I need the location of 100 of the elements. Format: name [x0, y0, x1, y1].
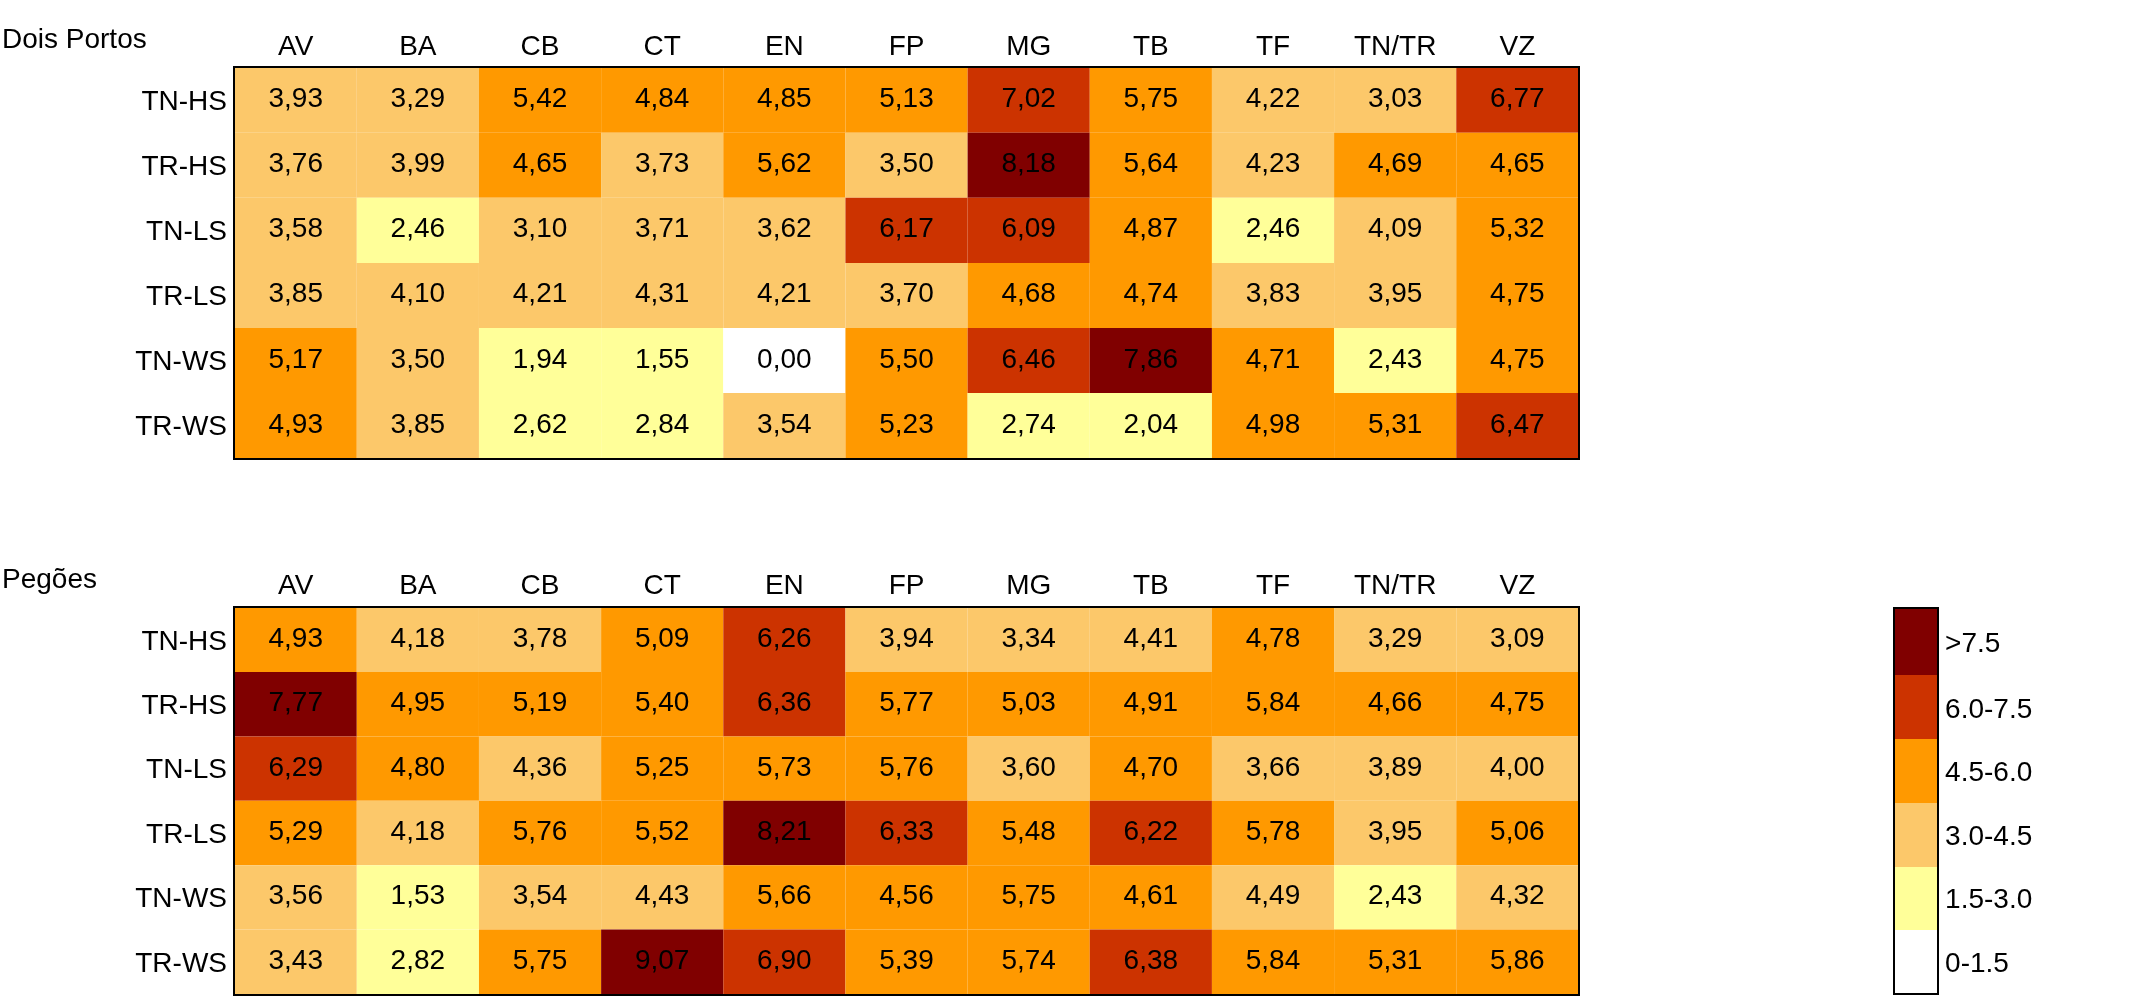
data-label: 6,29 — [268, 750, 323, 782]
chart-title: Dois Portos — [2, 23, 147, 54]
data-label: 4,32 — [1490, 879, 1545, 911]
data-label: 4,00 — [1490, 750, 1545, 782]
data-label: 4,87 — [1123, 212, 1179, 244]
data-label: 3,85 — [268, 277, 323, 309]
data-label: 5,84 — [1245, 686, 1301, 718]
data-label: 0,00 — [757, 342, 812, 374]
data-label: 4,65 — [512, 147, 568, 179]
data-label: 4,23 — [1245, 147, 1301, 179]
color-bar-label: 0-1.5 — [1945, 947, 2009, 978]
data-label: 6,22 — [1123, 814, 1179, 846]
data-label: 8,18 — [1001, 147, 1056, 179]
data-label: 3,54 — [512, 879, 568, 911]
data-label: 5,76 — [512, 814, 568, 846]
data-label: 5,74 — [1001, 943, 1056, 975]
data-label: 6,46 — [1001, 342, 1056, 374]
data-label: 2,74 — [1001, 407, 1056, 439]
data-label: 9,07 — [634, 943, 690, 975]
data-label: 4,22 — [1245, 82, 1301, 114]
x-tick-label: FP — [888, 569, 925, 601]
x-tick-label: EN — [764, 29, 804, 61]
x-tick-label: TN/TR — [1353, 569, 1437, 601]
data-label: 3,54 — [757, 407, 812, 439]
x-tick-label: CB — [520, 29, 560, 61]
data-label: 4,69 — [1367, 147, 1423, 179]
data-label: 7,02 — [1001, 82, 1056, 114]
y-tick-label: TR-HS — [141, 150, 228, 182]
data-label: 5,75 — [1001, 879, 1056, 911]
y-tick-label: TR-LS — [146, 280, 228, 312]
data-label: 5,17 — [268, 342, 323, 374]
data-label: 3,50 — [879, 147, 934, 179]
data-label: 5,06 — [1490, 814, 1545, 846]
y-tick-label: TN-WS — [135, 882, 228, 914]
data-label: 5,75 — [1123, 82, 1179, 114]
data-label: 4,84 — [634, 82, 690, 114]
data-label: 3,50 — [390, 342, 446, 374]
y-tick-label: TR-WS — [135, 410, 228, 442]
data-label: 3,10 — [512, 212, 568, 244]
data-label: 1,94 — [512, 342, 568, 374]
data-label: 4,31 — [634, 277, 690, 309]
data-label: 4,78 — [1245, 621, 1301, 653]
data-label: 3,43 — [268, 943, 323, 975]
data-label: 6,33 — [879, 814, 934, 846]
data-label: 4,65 — [1490, 147, 1545, 179]
y-tick-label: TN-LS — [146, 215, 228, 247]
data-label: 6,90 — [757, 943, 812, 975]
data-label: 3,71 — [634, 212, 690, 244]
data-label: 4,56 — [879, 879, 934, 911]
data-label: 5,23 — [879, 407, 934, 439]
data-label: 3,78 — [512, 621, 568, 653]
data-label: 3,60 — [1001, 750, 1056, 782]
data-label: 4,93 — [268, 407, 323, 439]
data-label: 4,71 — [1245, 342, 1301, 374]
data-label: 3,93 — [268, 82, 323, 114]
data-label: 3,56 — [268, 879, 323, 911]
data-label: 4,10 — [390, 277, 446, 309]
data-label: 5,50 — [879, 342, 934, 374]
data-label: 5,39 — [879, 943, 934, 975]
data-label: 8,21 — [757, 814, 812, 846]
x-tick-label: MG — [1006, 29, 1052, 61]
data-label: 2,43 — [1367, 342, 1423, 374]
data-label: 4,70 — [1123, 750, 1179, 782]
data-label: 5,31 — [1367, 943, 1423, 975]
x-tick-label: FP — [888, 29, 925, 61]
x-tick-label: EN — [764, 569, 804, 601]
data-label: 4,09 — [1367, 212, 1423, 244]
data-label: 4,75 — [1490, 342, 1545, 374]
data-label: 6,26 — [757, 621, 812, 653]
data-label: 3,94 — [879, 621, 934, 653]
data-label: 5,62 — [757, 147, 812, 179]
data-label: 5,29 — [268, 814, 323, 846]
data-label: 5,73 — [757, 750, 812, 782]
y-tick-label: TR-WS — [135, 946, 228, 978]
data-label: 4,74 — [1123, 277, 1179, 309]
data-label: 4,21 — [757, 277, 812, 309]
x-tick-label: BA — [399, 29, 437, 61]
data-label: 5,76 — [879, 750, 934, 782]
y-tick-label: TN-LS — [146, 753, 228, 785]
x-tick-label: AV — [278, 569, 314, 601]
data-label: 6,47 — [1490, 407, 1545, 439]
data-label: 5,42 — [512, 82, 568, 114]
color-bar-label: 4.5-6.0 — [1945, 756, 2033, 788]
data-label: 3,58 — [268, 212, 323, 244]
data-label: 4,21 — [512, 277, 568, 309]
y-tick-label: TN-HS — [141, 85, 228, 117]
data-label: 6,38 — [1123, 943, 1179, 975]
data-label: 3,66 — [1245, 750, 1301, 782]
x-tick-label: TF — [1255, 29, 1291, 61]
data-label: 4,91 — [1123, 686, 1179, 718]
x-tick-label: TB — [1132, 29, 1169, 61]
data-label: 5,03 — [1001, 686, 1056, 718]
data-label: 4,61 — [1123, 879, 1179, 911]
color-bar-label: 1.5-3.0 — [1945, 883, 2033, 915]
data-label: 4,49 — [1245, 879, 1301, 911]
data-label: 4,41 — [1123, 621, 1179, 653]
data-label: 5,64 — [1123, 147, 1179, 179]
x-tick-label: CT — [643, 569, 681, 601]
data-label: 4,66 — [1367, 686, 1423, 718]
x-tick-label: TB — [1132, 569, 1169, 601]
